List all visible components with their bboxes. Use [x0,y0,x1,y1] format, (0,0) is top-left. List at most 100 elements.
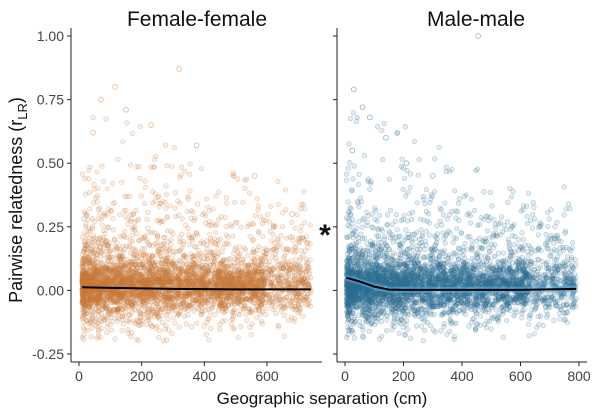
scatter-point [459,231,464,236]
scatter-point [96,334,101,339]
scatter-point [154,296,159,301]
scatter-point [169,238,174,243]
scatter-point [140,273,145,278]
scatter-point [203,263,208,268]
scatter-point [150,324,155,329]
scatter-point [136,338,141,343]
scatter-point [92,182,97,187]
scatter-point [237,245,242,250]
significance-asterisk: * [319,219,331,252]
scatter-point [246,253,251,258]
scatter-point [99,254,104,259]
scatter-point [254,316,259,321]
scatter-point [207,338,212,343]
scatter-point [527,334,532,339]
scatter-point [457,218,462,223]
scatter-point [84,275,89,280]
scatter-point [133,247,138,252]
scatter-point [153,289,158,294]
scatter-point [96,207,101,212]
scatter-point [204,270,209,275]
scatter-point [121,296,126,301]
scatter-point [168,242,173,247]
scatter-point [555,220,560,225]
scatter-point [100,241,105,246]
scatter-point [204,253,209,258]
scatter-point [271,296,276,301]
scatter-point [217,190,222,195]
x-tick-label: 0 [341,368,349,384]
y-tick-label: 0.00 [37,282,64,298]
scatter-point [109,328,114,333]
scatter-point [401,187,406,192]
scatter-point [143,179,148,184]
scatter-point [146,226,151,231]
scatter-point [82,305,87,310]
scatter-point [135,164,140,169]
scatter-point [87,261,92,266]
scatter-point [187,293,192,298]
scatter-point [156,335,161,340]
x-tick-label: 400 [193,368,217,384]
scatter-point [100,223,105,228]
scatter-point [476,250,481,255]
scatter-point [104,117,109,122]
scatter-point [144,268,149,273]
scatter-point [385,318,390,323]
scatter-point [106,311,111,316]
scatter-point [304,234,309,239]
scatter-point [142,264,147,269]
scatter-point [134,231,139,236]
scatter-point [232,200,237,205]
scatter-point [187,235,192,240]
scatter-point [224,195,229,200]
scatter-point [138,124,143,129]
scatter-point [521,204,526,209]
scatter-point [123,194,128,199]
scatter-point [108,322,113,327]
scatter-point [134,274,139,279]
scatter-point [562,185,567,190]
scatter-point [557,317,562,322]
scatter-point [293,250,298,255]
scatter-point [308,304,313,309]
scatter-point [226,235,231,240]
scatter-point [192,218,197,223]
scatter-point [252,301,257,306]
scatter-point [94,324,99,329]
scatter-point [248,325,253,330]
scatter-point [126,269,131,274]
scatter-point [397,234,402,239]
scatter-point [184,322,189,327]
scatter-point [177,249,182,254]
scatter-point [146,310,151,315]
scatter-point [128,263,133,268]
scatter-point [84,243,89,248]
scatter-point [178,240,183,245]
y-tick-label: 1.00 [37,28,64,44]
scatter-point [165,317,170,322]
scatter-point [124,235,129,240]
scatter-point [189,325,194,330]
scatter-point [214,194,219,199]
scatter-point [253,213,258,218]
scatter-point [226,273,231,278]
scatter-point [488,190,493,195]
scatter-point [83,312,88,317]
scatter-point [163,143,168,148]
scatter-point [112,237,117,242]
scatter-point [172,321,177,326]
scatter-point [308,275,313,280]
scatter-point [90,311,95,316]
scatter-point [168,204,173,209]
scatter-point [271,225,276,230]
scatter-point [176,300,181,305]
scatter-point [129,302,134,307]
scatter-point [282,313,287,318]
scatter-point [99,266,104,271]
scatter-point [298,264,303,269]
scatter-point [280,224,285,229]
scatter-point [217,272,222,277]
scatter-point [150,230,155,235]
scatter-point [166,328,171,333]
